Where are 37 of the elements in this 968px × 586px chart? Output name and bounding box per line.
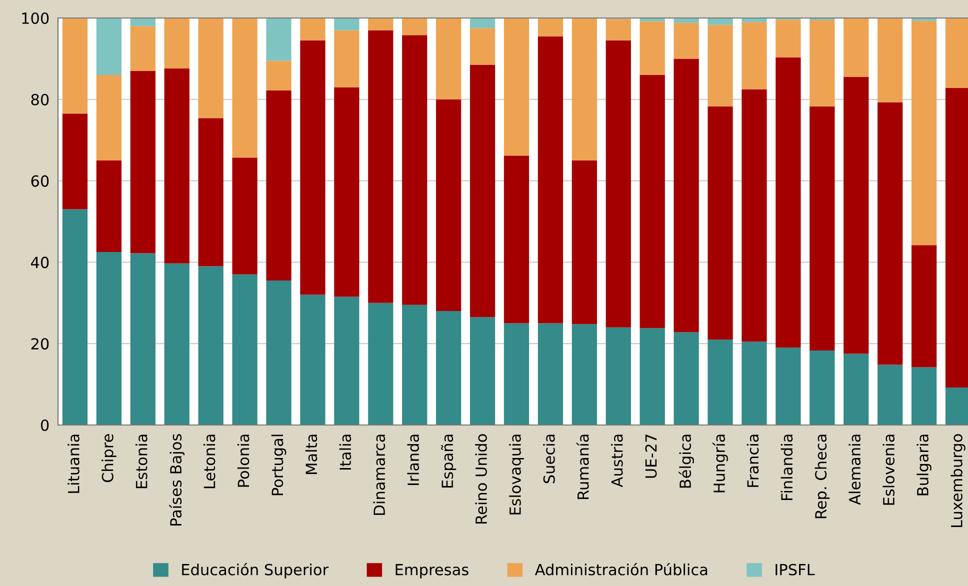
x-tick-label: España (441, 434, 456, 488)
x-tick-label: Luxemburgo (950, 434, 966, 528)
legend-label: Educación Superior (182, 562, 329, 578)
x-tick-label: Austria (610, 434, 623, 488)
x-tick-label: Alemania (848, 434, 861, 505)
y-tick-label: 0 (40, 419, 49, 432)
x-tick-label: Hungría (712, 434, 728, 492)
legend-label: Empresas (396, 564, 468, 578)
x-tick-label: Reino Unido (475, 434, 487, 524)
x-tick-label: Dinamarca (373, 434, 386, 515)
x-tick-label: Portugal (271, 434, 286, 496)
x-tick-label: Irlanda (407, 434, 420, 485)
x-tick-label: Países Bajos (169, 434, 185, 526)
x-tick-label: Bulgaria (916, 434, 932, 496)
x-tick-label: Eslovaquia (509, 434, 524, 514)
legend-label: IPSFL (776, 564, 815, 576)
x-tick-label: Estonia (136, 434, 148, 488)
x-tick-label: Eslovenia (882, 434, 895, 505)
x-tick-label: Italia (339, 434, 352, 470)
x-tick-label: Polonia (237, 434, 250, 487)
x-tick-label: Chipre (102, 434, 116, 482)
x-tick-label: Bélgica (678, 434, 694, 488)
x-tick-label: Finlandia (780, 434, 793, 500)
y-tick-label: 40 (30, 256, 49, 268)
y-tick-label: 60 (31, 175, 49, 187)
x-tick-label: Francia (746, 434, 759, 487)
x-tick-label: UE-27 (645, 434, 657, 478)
y-tick-label: 80 (31, 94, 49, 106)
y-tick-label: 20 (31, 338, 49, 350)
legend-label: Administración Pública (534, 562, 708, 576)
x-tick-label: Malta (305, 434, 318, 474)
x-tick-label: Suecia (543, 434, 555, 484)
x-tick-label: Rumanía (576, 434, 589, 499)
x-tick-label: Letonia (203, 434, 216, 488)
y-tick-label: 100 (22, 12, 49, 24)
x-tick-label: Lituania (68, 434, 80, 493)
x-tick-label: Rep. Checa (814, 434, 830, 518)
